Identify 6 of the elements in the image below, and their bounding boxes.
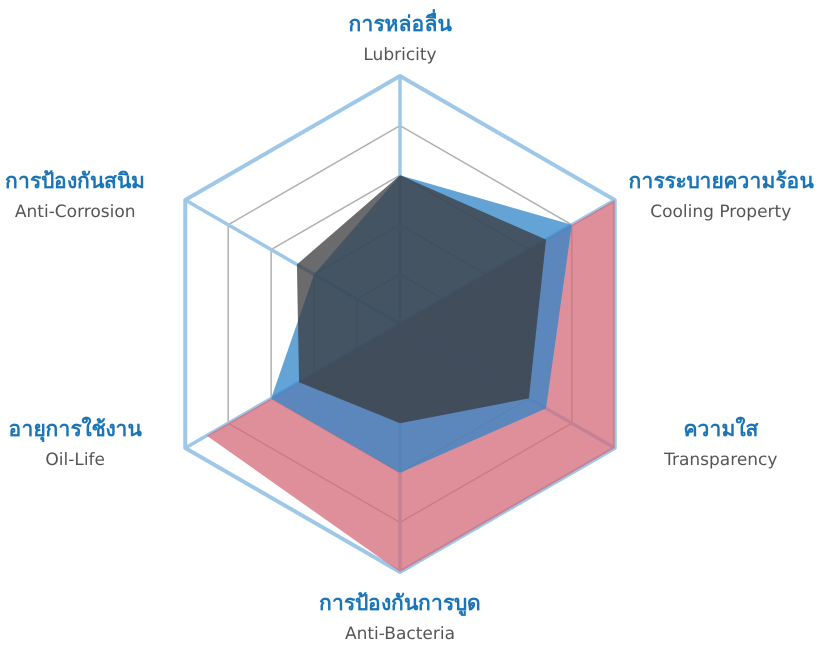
spoke-label: การหล่อลื่น Lubricity xyxy=(348,8,452,65)
spoke-label: อายุการใช้งาน Oil-Life xyxy=(8,416,143,470)
spoke-label: การป้องกันสนิม Anti-Corrosion xyxy=(5,169,146,222)
spoke-label: ความใส Transparency xyxy=(663,416,778,470)
spoke-label: การป้องกันการบูด Anti-Bacteria xyxy=(319,591,481,644)
spoke-label: การระบายความร้อน Cooling Property xyxy=(628,169,814,222)
